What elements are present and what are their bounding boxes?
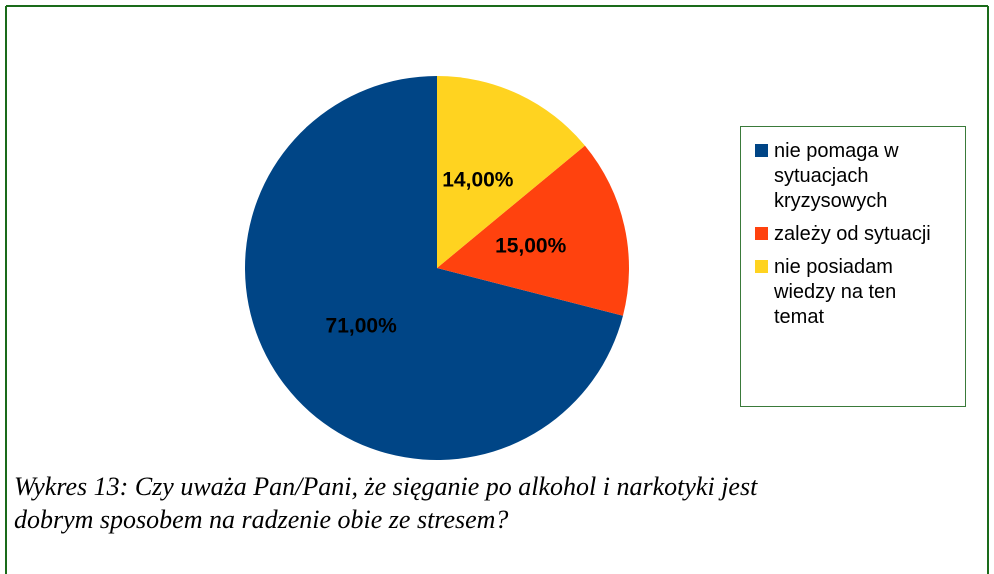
caption: Wykres 13: Czy uważa Pan/Pani, że sięgan…	[14, 472, 758, 534]
data-label: 14,00%	[442, 169, 514, 192]
legend-item: nie posiadam wiedzy na ten temat	[755, 255, 965, 330]
data-label: 71,00%	[326, 314, 398, 337]
data-label: 15,00%	[495, 235, 567, 258]
legend: nie pomaga w sytuacjach kryzysowych zależ…	[740, 126, 966, 407]
legend-label: nie posiadam wiedzy na ten temat	[774, 256, 897, 328]
legend-swatch	[755, 260, 768, 273]
legend-swatch	[755, 144, 768, 157]
pie-slice	[437, 76, 585, 268]
pie-slice	[244, 76, 623, 460]
pie-slice	[437, 145, 629, 316]
legend-label: zależy od sytuacji	[774, 223, 931, 245]
legend-item: zależy od sytuacji	[755, 222, 965, 247]
legend-item: nie pomaga w sytuacjach kryzysowych	[755, 139, 965, 214]
legend-swatch	[755, 227, 768, 240]
legend-label: nie pomaga w sytuacjach kryzysowych	[774, 140, 899, 212]
